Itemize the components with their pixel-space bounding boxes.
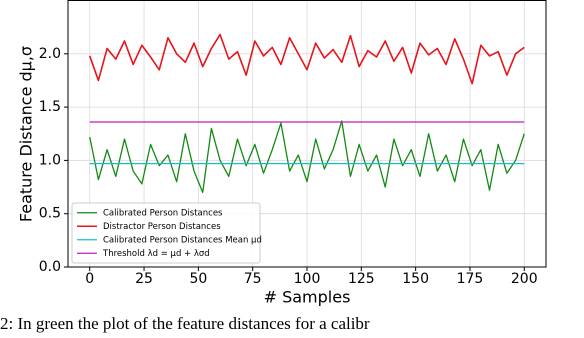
legend-box: [71, 202, 261, 264]
x-tick-label: 75: [244, 271, 262, 287]
x-tick-label: 25: [135, 271, 153, 287]
plot-frame: [67, 0, 547, 268]
legend-label: Calibrated Person Distances: [103, 208, 223, 218]
x-tick-label: 0: [85, 271, 94, 287]
legend-label: Calibrated Person Distances Mean μd: [103, 235, 262, 245]
x-tick-label: 50: [189, 271, 207, 287]
y-tick-label: 2.0: [39, 46, 61, 62]
legend-label: Threshold λd = μd + λσd: [102, 249, 210, 259]
y-tick-label: 1.5: [39, 99, 61, 115]
y-tick-label: 1.0: [39, 152, 61, 168]
y-tick-label: 0.0: [39, 259, 61, 275]
x-tick-label: 175: [457, 271, 484, 287]
x-tick-label: 125: [348, 271, 375, 287]
x-tick-label: 100: [294, 271, 321, 287]
x-tick-label: 150: [402, 271, 429, 287]
y-axis-label: Feature Distance dμ,σ: [17, 46, 36, 222]
x-axis-label: # Samples: [264, 288, 351, 307]
legend-label: Distractor Person Distances: [103, 222, 221, 232]
y-tick-label: 0.5: [39, 206, 61, 222]
data-line: [89, 120, 525, 194]
x-tick-label: 200: [511, 271, 538, 287]
caption: 2: In green the plot of the feature dist…: [0, 314, 370, 333]
data-line: [88, 33, 525, 85]
